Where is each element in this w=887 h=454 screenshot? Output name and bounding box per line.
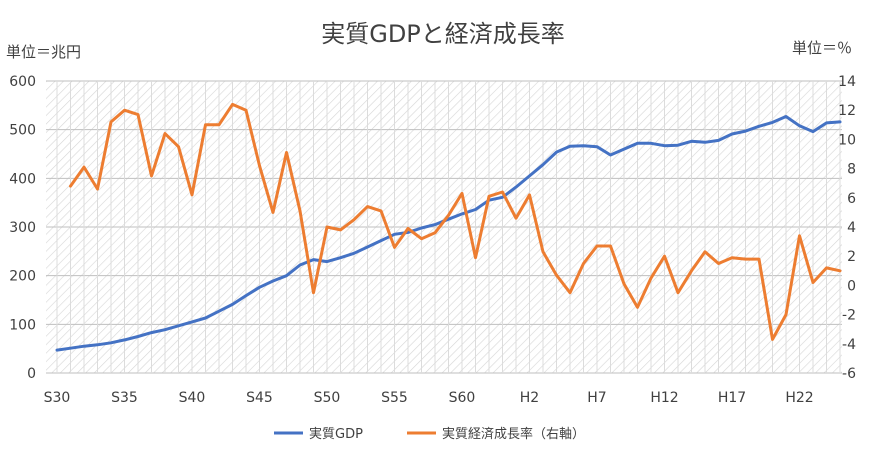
x-tick-label: H2 <box>520 390 539 406</box>
left-tick-label: 300 <box>9 220 36 236</box>
x-tick-label: S35 <box>111 390 138 406</box>
left-tick-label: 200 <box>9 269 36 285</box>
x-tick-label: H7 <box>587 390 606 406</box>
legend-label-growth: 実質経済成長率（右軸） <box>442 426 585 442</box>
chart-title: 実質GDPと経済成長率 <box>321 20 565 48</box>
right-axis-ticks: -6 -4 -2 0 2 4 6 8 10 12 14 <box>838 74 856 382</box>
left-tick-label: 100 <box>9 317 36 333</box>
right-tick-label: 14 <box>838 74 856 90</box>
x-tick-label: S45 <box>246 390 273 406</box>
left-tick-label: 600 <box>9 74 36 90</box>
right-tick-label: 6 <box>847 191 856 207</box>
right-tick-label: 12 <box>838 103 856 119</box>
right-tick-label: -2 <box>842 308 856 324</box>
x-tick-label: S30 <box>44 390 71 406</box>
right-tick-label: 0 <box>847 278 856 294</box>
left-tick-label: 400 <box>9 171 36 187</box>
x-tick-label: S40 <box>179 390 206 406</box>
legend-label-gdp: 実質GDP <box>309 426 363 442</box>
x-axis-ticks: S30 S35 S40 S45 S50 S55 S60 H2 H7 H12 H17 H22 <box>44 390 814 406</box>
x-tick-label: S60 <box>449 390 476 406</box>
right-tick-label: 4 <box>847 220 856 236</box>
x-tick-label: H17 <box>718 390 746 406</box>
series-line-gdp <box>55 115 842 352</box>
left-axis-ticks: 0 100 200 300 400 500 600 <box>9 74 36 382</box>
x-tick-label: S50 <box>314 390 341 406</box>
series-lines <box>55 102 842 352</box>
legend: 実質GDP 実質経済成長率（右軸） <box>274 426 585 442</box>
left-tick-label: 500 <box>9 123 36 139</box>
left-tick-label: 0 <box>27 366 36 382</box>
right-tick-label: 8 <box>847 162 856 178</box>
left-axis-unit: 単位＝兆円 <box>6 43 81 61</box>
x-tick-label: S55 <box>381 390 408 406</box>
right-tick-label: -4 <box>842 337 856 353</box>
x-tick-label: H22 <box>785 390 813 406</box>
series-line-growth <box>69 102 842 341</box>
right-axis-unit: 単位＝％ <box>792 39 852 57</box>
gridlines <box>46 80 842 374</box>
x-tick-label: H12 <box>650 390 678 406</box>
right-tick-label: -6 <box>842 366 856 382</box>
right-tick-label: 10 <box>838 132 856 148</box>
right-tick-label: 2 <box>847 249 856 265</box>
